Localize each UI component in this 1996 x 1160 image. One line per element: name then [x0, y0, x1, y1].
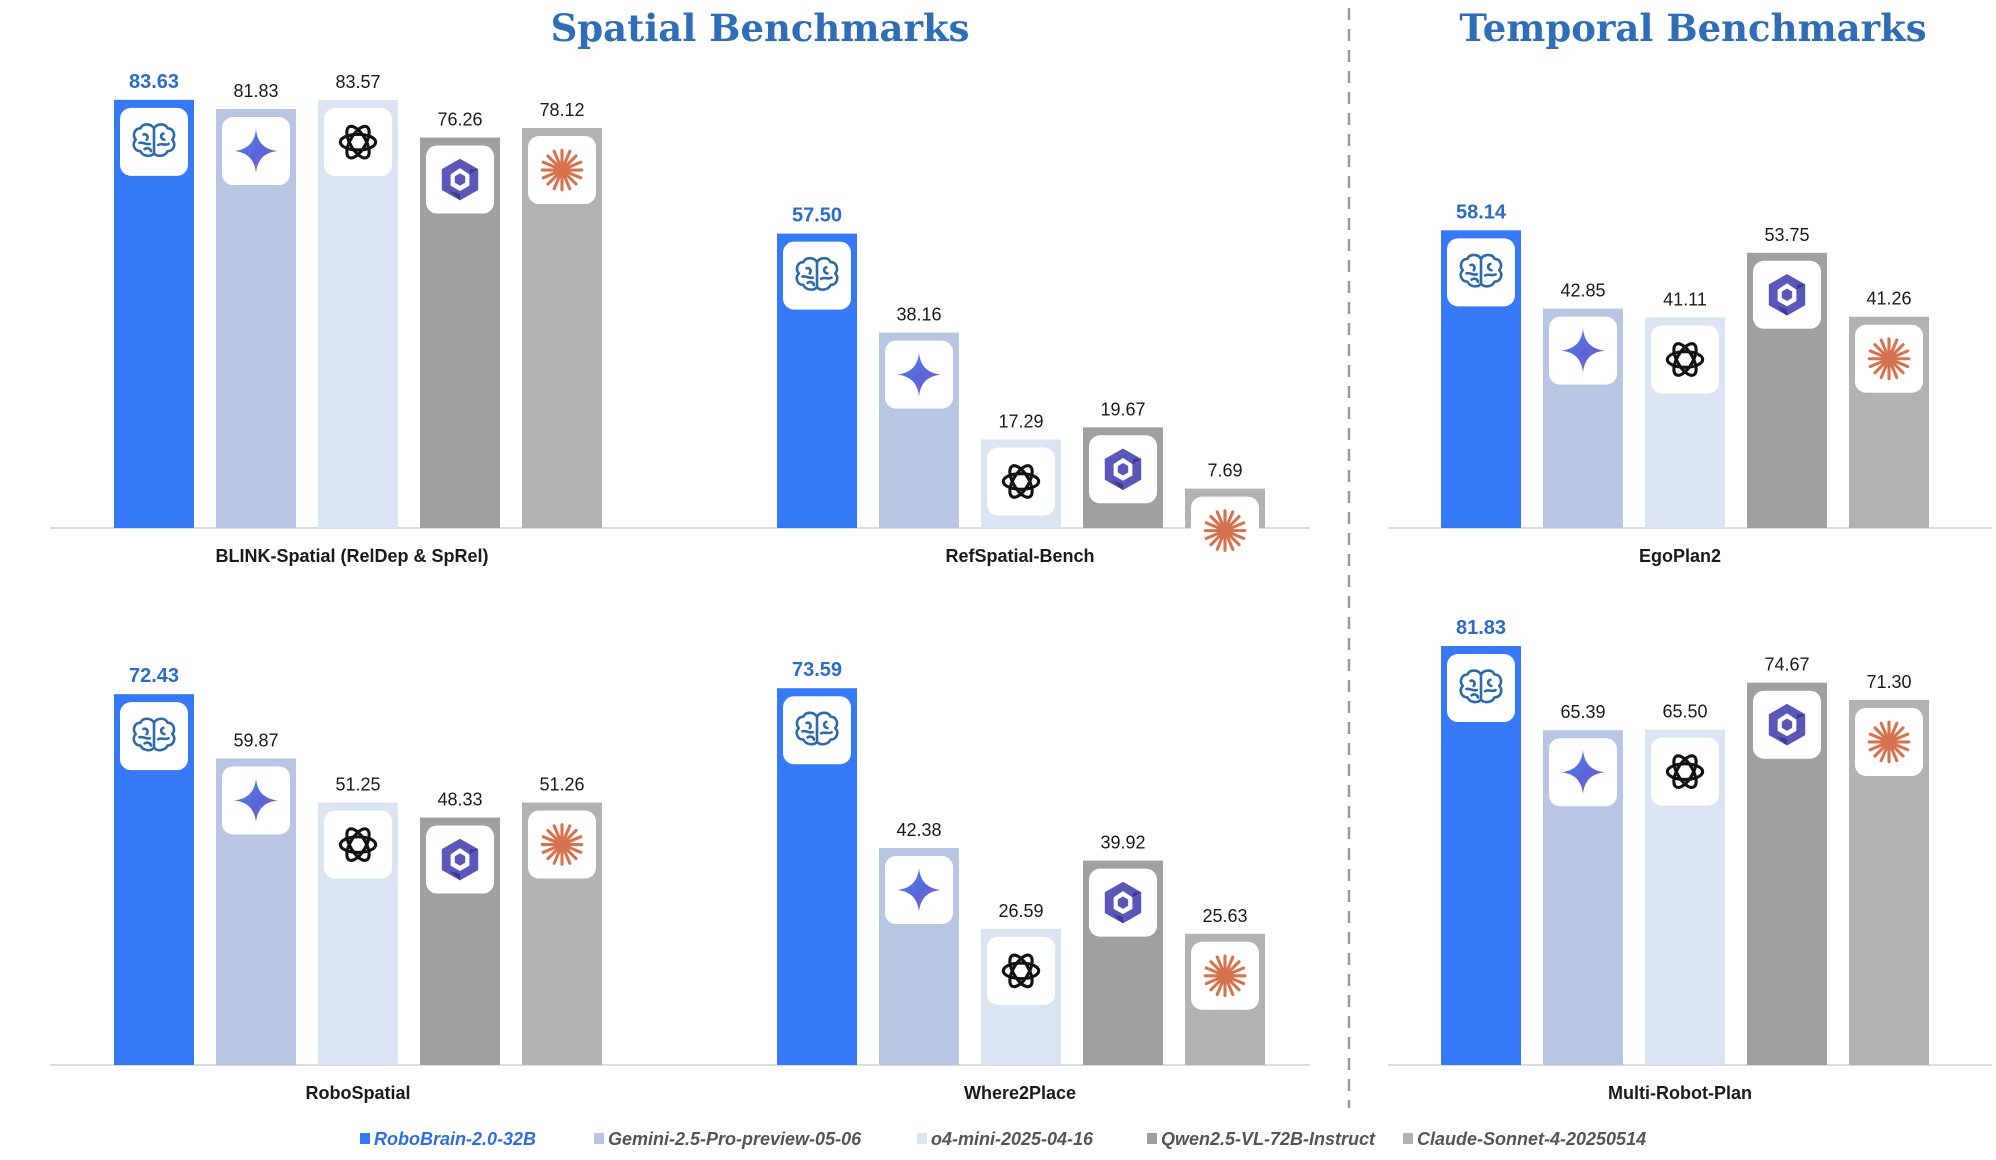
- value-label: 48.33: [437, 790, 482, 810]
- category-label: Where2Place: [964, 1083, 1076, 1103]
- icon-tile: [1651, 737, 1719, 806]
- value-label: 72.43: [129, 665, 179, 687]
- value-label: 73.59: [792, 659, 842, 681]
- value-label: 58.14: [1456, 201, 1507, 223]
- category-label: RoboSpatial: [305, 1083, 410, 1103]
- value-label: 81.83: [233, 81, 278, 101]
- value-label: 26.59: [998, 901, 1043, 921]
- chart-panels: 83.63 81.83 83.57 76.26 78.12 BLINK-Spatial (…: [50, 71, 1992, 1103]
- claude-starburst-icon: [1203, 509, 1247, 552]
- category-label: RefSpatial-Bench: [945, 546, 1094, 566]
- category-label: BLINK-Spatial (RelDep & SpRel): [215, 546, 488, 566]
- value-label: 51.26: [539, 775, 584, 795]
- legend-swatch: [917, 1133, 927, 1144]
- legend-swatch: [360, 1133, 370, 1144]
- legend-item: Claude-Sonnet-4-20250514: [1403, 1129, 1646, 1149]
- icon-tile: [324, 108, 392, 177]
- legend-swatch: [1147, 1133, 1157, 1144]
- claude-starburst-icon: [1203, 954, 1247, 998]
- value-label: 81.83: [1456, 617, 1506, 639]
- legend-item: Qwen2.5-VL-72B-Instruct: [1147, 1129, 1376, 1149]
- value-label: 19.67: [1100, 399, 1145, 419]
- category-label: EgoPlan2: [1639, 546, 1721, 566]
- panel-multi-robot-plan: 81.83 65.39 65.50 74.67 71.30 Multi-Robot-Pla…: [1388, 617, 1992, 1103]
- legend-label: Claude-Sonnet-4-20250514: [1417, 1129, 1646, 1149]
- legend-item: Gemini-2.5-Pro-preview-05-06: [594, 1129, 862, 1149]
- value-label: 41.26: [1866, 289, 1911, 309]
- value-label: 42.38: [896, 820, 941, 840]
- value-label: 41.11: [1663, 290, 1707, 310]
- value-label: 83.63: [129, 71, 179, 93]
- legend-label: o4-mini-2025-04-16: [931, 1129, 1094, 1149]
- value-label: 7.69: [1207, 461, 1242, 481]
- legend-swatch: [1403, 1133, 1413, 1144]
- value-label: 42.85: [1560, 281, 1605, 301]
- value-label: 71.30: [1866, 672, 1911, 692]
- claude-starburst-icon: [1867, 720, 1911, 764]
- value-label: 65.50: [1662, 702, 1707, 722]
- value-label: 17.29: [998, 411, 1043, 431]
- value-label: 65.39: [1560, 702, 1605, 722]
- value-label: 83.57: [335, 72, 380, 92]
- icon-tile: [1651, 325, 1719, 394]
- value-label: 39.92: [1100, 833, 1145, 853]
- value-label: 53.75: [1764, 225, 1809, 245]
- claude-starburst-icon: [540, 148, 584, 192]
- value-label: 38.16: [896, 305, 941, 325]
- value-label: 51.25: [335, 775, 380, 795]
- value-label: 25.63: [1202, 906, 1247, 926]
- value-label: 57.50: [792, 205, 842, 227]
- icon-tile: [987, 447, 1055, 516]
- value-label: 59.87: [233, 730, 278, 750]
- value-label: 78.12: [539, 100, 584, 120]
- panel-blink-spatial-reldep-sprel: 83.63 81.83 83.57 76.26 78.12 BLINK-Spatial (…: [50, 71, 688, 566]
- claude-starburst-icon: [1867, 337, 1911, 381]
- spatial-section-title: Spatial Benchmarks: [551, 6, 970, 50]
- panel-egoplan2: 58.14 42.85 41.11 53.75 41.26 EgoPlan2: [1388, 201, 1992, 566]
- category-label: Multi-Robot-Plan: [1608, 1083, 1752, 1103]
- claude-starburst-icon: [540, 823, 584, 866]
- panel-where2place: 73.59 42.38 26.59 39.92 25.63 Where2Place: [688, 659, 1310, 1103]
- temporal-section-title: Temporal Benchmarks: [1459, 6, 1926, 50]
- legend-swatch: [594, 1133, 604, 1144]
- value-label: 74.67: [1764, 655, 1809, 675]
- legend-item: RoboBrain-2.0-32B: [360, 1129, 536, 1149]
- legend-label: Gemini-2.5-Pro-preview-05-06: [608, 1129, 862, 1149]
- icon-tile: [987, 936, 1055, 1005]
- panel-refspatial-bench: 57.50 38.16 17.29 19.67 7.69 RefSpatial-Bench: [688, 205, 1310, 566]
- icon-tile: [324, 810, 392, 879]
- value-label: 76.26: [437, 110, 482, 130]
- legend-label: RoboBrain-2.0-32B: [374, 1129, 536, 1149]
- legend-item: o4-mini-2025-04-16: [917, 1129, 1094, 1149]
- legend-label: Qwen2.5-VL-72B-Instruct: [1161, 1129, 1376, 1149]
- panel-robospatial: 72.43 59.87 51.25 48.33 51.26 RoboSpatial: [50, 665, 688, 1103]
- legend: RoboBrain-2.0-32B Gemini-2.5-Pro-preview-…: [360, 1129, 1646, 1149]
